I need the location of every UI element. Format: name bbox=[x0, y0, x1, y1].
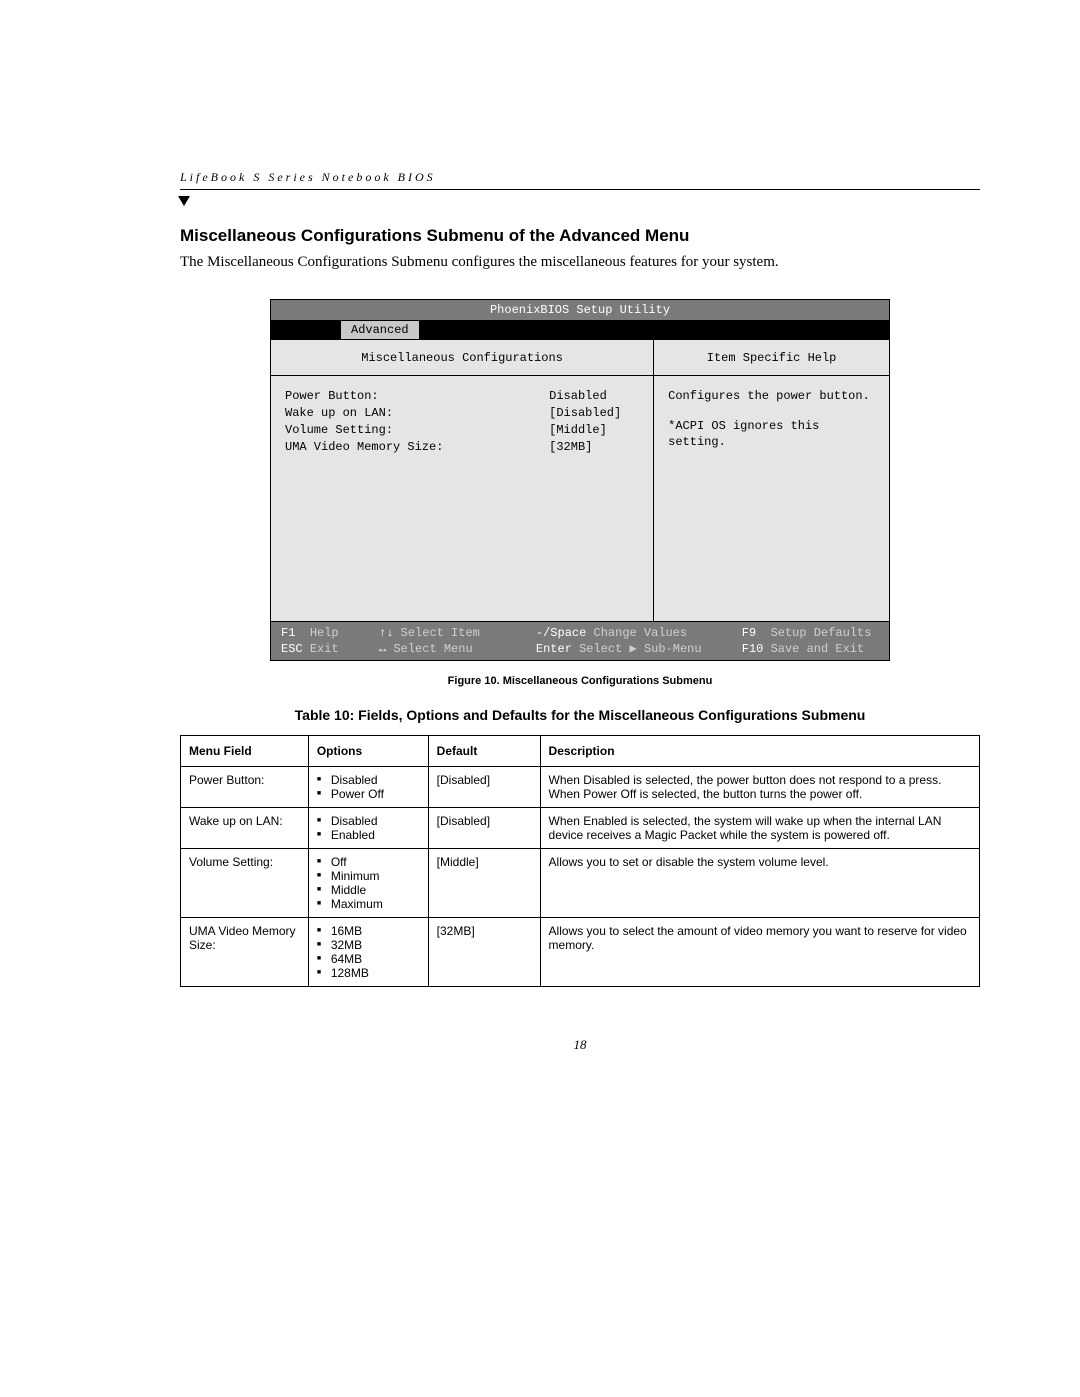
footer-label: Select ▶ Sub-Menu bbox=[579, 642, 701, 656]
option-item: 128MB bbox=[317, 966, 420, 980]
footer-label: Select Item bbox=[401, 626, 480, 640]
bios-setting-value: [32MB] bbox=[549, 439, 639, 455]
figure-caption: Figure 10. Miscellaneous Configurations … bbox=[180, 675, 980, 687]
th-options: Options bbox=[308, 735, 428, 766]
bios-help-text: Configures the power button. *ACPI OS ig… bbox=[654, 376, 889, 477]
cell-options: DisabledEnabled bbox=[308, 807, 428, 848]
bios-left-header: Miscellaneous Configurations bbox=[271, 340, 653, 375]
footer-key: ↔ bbox=[379, 642, 386, 656]
cell-description: Allows you to set or disable the system … bbox=[540, 848, 979, 917]
table-row: UMA Video Memory Size:16MB32MB64MB128MB[… bbox=[181, 917, 980, 986]
table-row: Volume Setting:OffMinimumMiddleMaximum[M… bbox=[181, 848, 980, 917]
option-item: Off bbox=[317, 855, 420, 869]
cell-default: [Middle] bbox=[428, 848, 540, 917]
cell-options: 16MB32MB64MB128MB bbox=[308, 917, 428, 986]
th-default: Default bbox=[428, 735, 540, 766]
document-page: LifeBook S Series Notebook BIOS Miscella… bbox=[0, 0, 1080, 1093]
bios-right-header: Item Specific Help bbox=[654, 340, 889, 375]
bios-setting-value: [Disabled] bbox=[549, 405, 639, 421]
bios-settings-list: Power Button: Disabled Wake up on LAN: [… bbox=[271, 376, 653, 621]
footer-key: ↑↓ bbox=[379, 626, 393, 640]
bios-window: PhoenixBIOS Setup Utility Advanced Misce… bbox=[270, 299, 890, 661]
footer-label: Help bbox=[310, 626, 339, 640]
bios-setting-value: Disabled bbox=[549, 388, 639, 404]
table-body: Power Button:DisabledPower Off[Disabled]… bbox=[181, 766, 980, 986]
footer-key: F10 bbox=[742, 642, 764, 656]
cell-menu-field: Power Button: bbox=[181, 766, 309, 807]
option-item: 16MB bbox=[317, 924, 420, 938]
bios-left-panel: Miscellaneous Configurations Power Butto… bbox=[271, 340, 654, 620]
header-marker-icon bbox=[178, 196, 190, 206]
running-header: LifeBook S Series Notebook BIOS bbox=[180, 170, 980, 185]
footer-key: -/Space bbox=[536, 626, 586, 640]
bios-setting-label: Volume Setting: bbox=[285, 422, 549, 438]
option-item: 64MB bbox=[317, 952, 420, 966]
bios-footer-row: F1 Help ↑↓ Select Item -/Space Change Va… bbox=[281, 625, 879, 641]
footer-label: Exit bbox=[310, 642, 339, 656]
option-item: Middle bbox=[317, 883, 420, 897]
bios-tab-advanced[interactable]: Advanced bbox=[341, 321, 419, 339]
th-menu-field: Menu Field bbox=[181, 735, 309, 766]
cell-description: When Enabled is selected, the system wil… bbox=[540, 807, 979, 848]
bios-setting-row[interactable]: UMA Video Memory Size: [32MB] bbox=[285, 439, 639, 455]
option-item: Enabled bbox=[317, 828, 420, 842]
footer-key: F1 bbox=[281, 626, 295, 640]
section-title: Miscellaneous Configurations Submenu of … bbox=[180, 226, 980, 246]
table-caption: Table 10: Fields, Options and Defaults f… bbox=[180, 707, 980, 723]
cell-options: DisabledPower Off bbox=[308, 766, 428, 807]
bios-setting-label: Wake up on LAN: bbox=[285, 405, 549, 421]
table-row: Wake up on LAN:DisabledEnabled[Disabled]… bbox=[181, 807, 980, 848]
bios-setting-label: Power Button: bbox=[285, 388, 549, 404]
bios-setting-row[interactable]: Volume Setting: [Middle] bbox=[285, 422, 639, 438]
option-item: 32MB bbox=[317, 938, 420, 952]
option-item: Disabled bbox=[317, 773, 420, 787]
bios-body: Miscellaneous Configurations Power Butto… bbox=[271, 340, 889, 620]
bios-right-panel: Item Specific Help Configures the power … bbox=[654, 340, 889, 620]
option-item: Maximum bbox=[317, 897, 420, 911]
bios-setting-label: UMA Video Memory Size: bbox=[285, 439, 549, 455]
bios-titlebar: PhoenixBIOS Setup Utility bbox=[271, 300, 889, 321]
table-row: Power Button:DisabledPower Off[Disabled]… bbox=[181, 766, 980, 807]
footer-label: Select Menu bbox=[393, 642, 472, 656]
footer-key: Enter bbox=[536, 642, 572, 656]
options-table: Menu Field Options Default Description P… bbox=[180, 735, 980, 987]
bios-setting-value: [Middle] bbox=[549, 422, 639, 438]
bios-help-line: Configures the power button. bbox=[668, 388, 875, 404]
section-intro: The Miscellaneous Configurations Submenu… bbox=[180, 254, 980, 271]
footer-key: ESC bbox=[281, 642, 303, 656]
header-rule bbox=[180, 189, 980, 190]
cell-menu-field: Volume Setting: bbox=[181, 848, 309, 917]
option-item: Power Off bbox=[317, 787, 420, 801]
cell-description: Allows you to select the amount of video… bbox=[540, 917, 979, 986]
option-item: Disabled bbox=[317, 814, 420, 828]
cell-options: OffMinimumMiddleMaximum bbox=[308, 848, 428, 917]
footer-key: F9 bbox=[742, 626, 756, 640]
footer-label: Change Values bbox=[594, 626, 688, 640]
bios-setting-row[interactable]: Wake up on LAN: [Disabled] bbox=[285, 405, 639, 421]
th-description: Description bbox=[540, 735, 979, 766]
page-number: 18 bbox=[180, 1037, 980, 1053]
cell-default: [32MB] bbox=[428, 917, 540, 986]
bios-setting-row[interactable]: Power Button: Disabled bbox=[285, 388, 639, 404]
bios-menubar: Advanced bbox=[271, 321, 889, 340]
bios-footer-row: ESC Exit ↔ Select Menu Enter Select ▶ Su… bbox=[281, 641, 879, 657]
footer-label: Setup Defaults bbox=[771, 626, 872, 640]
cell-menu-field: Wake up on LAN: bbox=[181, 807, 309, 848]
cell-default: [Disabled] bbox=[428, 766, 540, 807]
footer-label: Save and Exit bbox=[771, 642, 865, 656]
bios-footer: F1 Help ↑↓ Select Item -/Space Change Va… bbox=[271, 621, 889, 660]
option-item: Minimum bbox=[317, 869, 420, 883]
bios-help-line: *ACPI OS ignores this setting. bbox=[668, 418, 875, 450]
table-header-row: Menu Field Options Default Description bbox=[181, 735, 980, 766]
cell-default: [Disabled] bbox=[428, 807, 540, 848]
cell-description: When Disabled is selected, the power but… bbox=[540, 766, 979, 807]
cell-menu-field: UMA Video Memory Size: bbox=[181, 917, 309, 986]
